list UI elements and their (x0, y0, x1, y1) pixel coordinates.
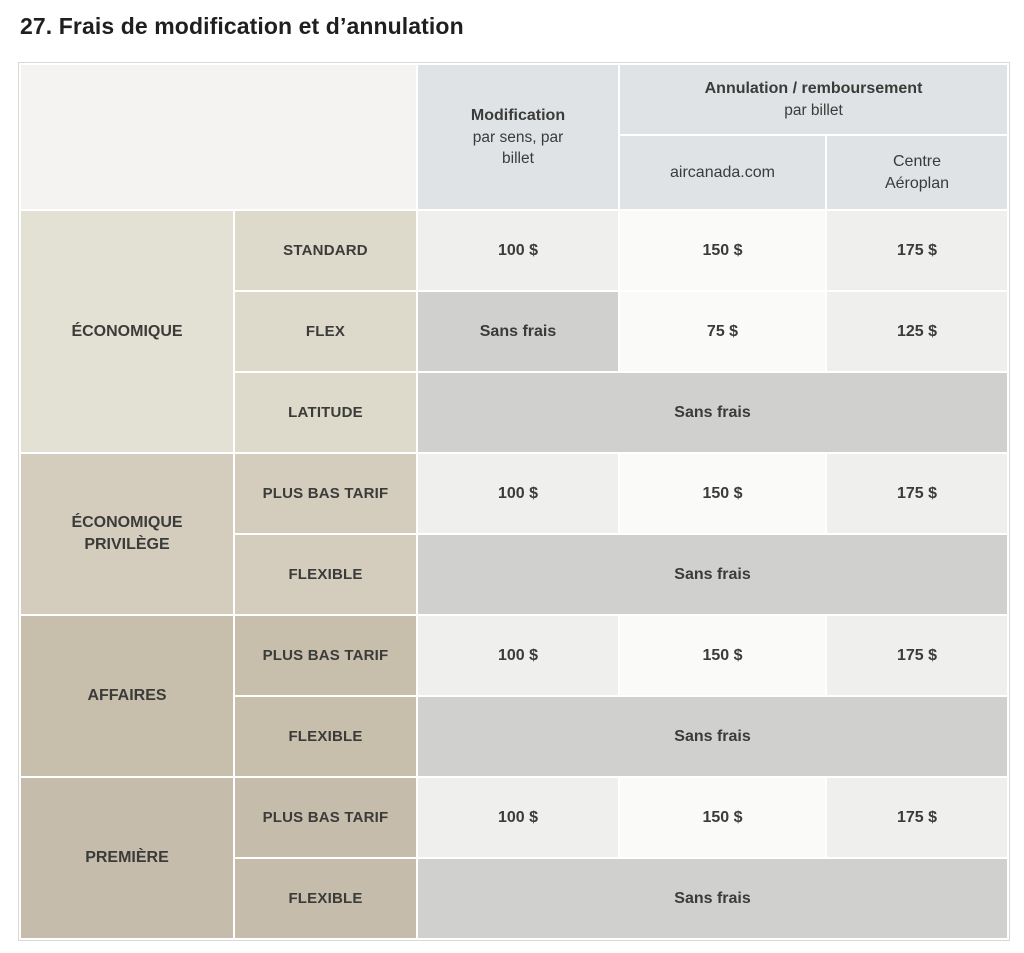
header-row-2: aircanada.com Centre Aéroplan (21, 136, 1008, 209)
annulation-header-title: Annulation / remboursement (704, 80, 923, 97)
table-row: AFFAIRES PLUS BAS TARIF 100 $ 150 $ 175 … (21, 616, 1008, 776)
aeroplan-subheader: Centre Aéroplan (827, 136, 1008, 209)
fare-brand-cell: FLEXIBLE (235, 697, 416, 776)
aircanada-subheader: aircanada.com (620, 136, 825, 209)
all-columns-fee-cell: Sans frais (418, 859, 1008, 938)
modification-header: Modification par sens, par billet (418, 65, 618, 209)
header-row-1: Modification par sens, par billet Annula… (21, 65, 1008, 209)
modification-fee-cell: Sans frais (418, 292, 618, 371)
modification-fee-cell: 100 $ (418, 454, 618, 533)
corner-cell (21, 65, 416, 209)
modification-header-title: Modification (470, 107, 566, 124)
fare-family-cell: ÉCONOMIQUE (21, 211, 233, 452)
table-row: FLEXIBLE Sans frais (21, 697, 1008, 776)
aircanada-fee-cell: 150 $ (620, 616, 825, 695)
all-columns-fee-cell: Sans frais (418, 697, 1008, 776)
table-row: FLEXIBLE Sans frais (21, 535, 1008, 614)
table-row: ÉCONOMIQUE STANDARD 100 $ 150 $ 175 $ (21, 211, 1008, 452)
fare-family-cell: PREMIÈRE (21, 778, 233, 938)
aeroplan-fee-cell: 175 $ (827, 454, 1008, 533)
aircanada-fee-cell: 150 $ (620, 454, 825, 533)
fare-brand-cell: FLEXIBLE (235, 859, 416, 938)
fare-family-cell: ÉCONOMIQUE PRIVILÈGE (21, 454, 233, 614)
fare-brand-cell: STANDARD (235, 211, 416, 290)
aircanada-fee-cell: 75 $ (620, 292, 825, 371)
table-row: ÉCONOMIQUE PRIVILÈGE PLUS BAS TARIF 100 … (21, 454, 1008, 614)
annulation-header-subtitle: par billet (784, 102, 843, 119)
fare-brand-cell: PLUS BAS TARIF (235, 454, 416, 533)
modification-header-subtitle: par sens, par billet (472, 129, 564, 167)
annulation-header: Annulation / remboursement par billet (620, 65, 1008, 134)
all-columns-fee-cell: Sans frais (418, 373, 1008, 452)
fees-table: Modification par sens, par billet Annula… (18, 62, 1011, 941)
fare-brand-cell: FLEXIBLE (235, 535, 416, 614)
aeroplan-fee-cell: 175 $ (827, 778, 1008, 857)
modification-fee-cell: 100 $ (418, 211, 618, 290)
aircanada-fee-cell: 150 $ (620, 211, 825, 290)
modification-fee-cell: 100 $ (418, 616, 618, 695)
aeroplan-subheader-label: Centre Aéroplan (884, 152, 950, 192)
aeroplan-fee-cell: 175 $ (827, 211, 1008, 290)
aeroplan-fee-cell: 175 $ (827, 616, 1008, 695)
fare-family-cell: AFFAIRES (21, 616, 233, 776)
fare-brand-cell: LATITUDE (235, 373, 416, 452)
table-row: LATITUDE Sans frais (21, 373, 1008, 452)
page-title: 27. Frais de modification et d’annulatio… (20, 13, 464, 39)
aircanada-fee-cell: 150 $ (620, 778, 825, 857)
fare-brand-cell: PLUS BAS TARIF (235, 616, 416, 695)
table-row: FLEX Sans frais 75 $ 125 $ (21, 292, 1008, 371)
aeroplan-fee-cell: 125 $ (827, 292, 1008, 371)
fare-brand-cell: FLEX (235, 292, 416, 371)
table-row: FLEXIBLE Sans frais (21, 859, 1008, 938)
all-columns-fee-cell: Sans frais (418, 535, 1008, 614)
fare-brand-cell: PLUS BAS TARIF (235, 778, 416, 857)
modification-fee-cell: 100 $ (418, 778, 618, 857)
table-row: PREMIÈRE PLUS BAS TARIF 100 $ 150 $ 175 … (21, 778, 1008, 938)
